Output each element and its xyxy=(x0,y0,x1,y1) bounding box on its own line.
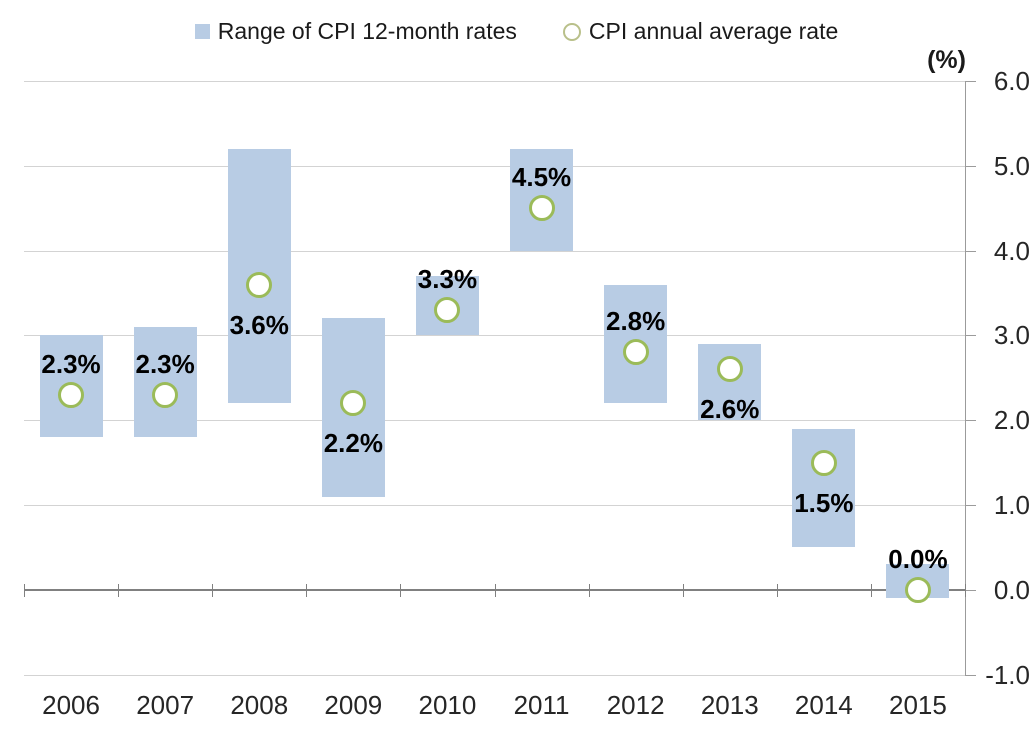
y-axis-label-6.0: 6.0 xyxy=(993,66,1030,96)
y-axis-tick-2.0 xyxy=(965,420,976,422)
x-axis-label-2010: 2010 xyxy=(418,690,477,720)
average-circle-swatch-icon xyxy=(562,22,581,41)
average-marker-2010 xyxy=(434,296,461,323)
x-axis-label-2008: 2008 xyxy=(230,690,289,720)
gridline-5.0 xyxy=(24,165,965,167)
data-label-2014: 1.5% xyxy=(794,487,854,518)
x-axis-tick xyxy=(306,583,308,597)
data-label-2010: 3.3% xyxy=(417,263,478,294)
y-axis-label-2.0: 2.0 xyxy=(993,405,1030,436)
y-axis-line xyxy=(965,81,966,675)
x-axis-tick xyxy=(965,583,966,597)
average-marker-2014 xyxy=(810,449,837,476)
y-axis-tick-6.0 xyxy=(965,81,976,82)
gridline-1.0 xyxy=(24,505,965,506)
y-axis-tick-3.0 xyxy=(965,335,976,337)
x-axis-label-2006: 2006 xyxy=(42,690,100,720)
x-axis-tick xyxy=(870,583,872,597)
x-axis-label-2014: 2014 xyxy=(794,690,853,720)
x-axis-label-2013: 2013 xyxy=(700,690,759,720)
data-label-2007: 2.3% xyxy=(135,348,195,379)
x-axis-label-2009: 2009 xyxy=(324,690,383,720)
range-bar-2014 xyxy=(792,428,856,548)
x-axis-label-2012: 2012 xyxy=(606,690,665,720)
data-label-2009: 2.2% xyxy=(323,428,383,459)
x-axis-label-2007: 2007 xyxy=(136,690,195,720)
data-label-2013: 2.6% xyxy=(700,394,760,425)
average-marker-2007 xyxy=(152,381,179,408)
x-axis-tick xyxy=(400,583,402,597)
x-axis-tick xyxy=(588,583,590,597)
x-axis-tick xyxy=(682,583,684,597)
data-label-2011: 4.5% xyxy=(511,162,572,193)
y-axis-unit-label: (%) xyxy=(927,46,966,74)
gridline-3.0 xyxy=(24,335,965,337)
y-axis-label--1.0: -1.0 xyxy=(985,659,1030,690)
y-axis-tick--1.0 xyxy=(965,674,976,676)
legend-item-average: CPI annual average rate xyxy=(562,18,839,44)
y-axis-label-5.0: 5.0 xyxy=(993,150,1030,181)
average-marker-2013 xyxy=(716,356,743,383)
y-axis-label-1.0: 1.0 xyxy=(993,490,1030,520)
x-axis-tick xyxy=(118,583,120,597)
average-marker-2015 xyxy=(904,576,931,603)
gridline-2.0 xyxy=(24,420,965,422)
average-marker-2011 xyxy=(528,195,555,222)
average-marker-2012 xyxy=(622,339,649,366)
data-label-2008: 3.6% xyxy=(229,309,289,340)
average-marker-2006 xyxy=(58,381,85,408)
x-axis-label-2015: 2015 xyxy=(889,690,947,720)
average-marker-2009 xyxy=(340,390,367,417)
x-axis-tick xyxy=(776,583,778,597)
y-axis-label-3.0: 3.0 xyxy=(993,320,1030,351)
chart-legend: Range of CPI 12-month rates CPI annual a… xyxy=(0,20,1033,43)
range-bar-swatch-icon xyxy=(194,24,210,39)
gridline-6.0 xyxy=(24,81,965,82)
x-axis-label-2011: 2011 xyxy=(513,690,570,720)
gridline--1.0 xyxy=(24,674,965,676)
x-axis-tick xyxy=(494,583,496,597)
x-axis-tick xyxy=(212,583,214,597)
y-axis-tick-1.0 xyxy=(965,505,976,506)
legend-item-range: Range of CPI 12-month rates xyxy=(194,18,517,44)
y-axis-label-0.0: 0.0 xyxy=(993,574,1030,605)
legend-average-label: CPI annual average rate xyxy=(588,18,839,44)
average-marker-2008 xyxy=(246,271,273,298)
legend-range-label: Range of CPI 12-month rates xyxy=(217,18,517,44)
data-label-2015: 0.0% xyxy=(888,543,948,574)
data-label-2006: 2.3% xyxy=(41,348,101,379)
y-axis-tick-0.0 xyxy=(965,589,976,591)
y-axis-tick-5.0 xyxy=(965,165,976,167)
y-axis-tick-4.0 xyxy=(965,250,976,252)
x-axis-tick xyxy=(24,583,25,597)
data-label-2012: 2.8% xyxy=(606,306,666,337)
gridline-4.0 xyxy=(24,250,965,252)
y-axis-label-4.0: 4.0 xyxy=(993,235,1030,266)
